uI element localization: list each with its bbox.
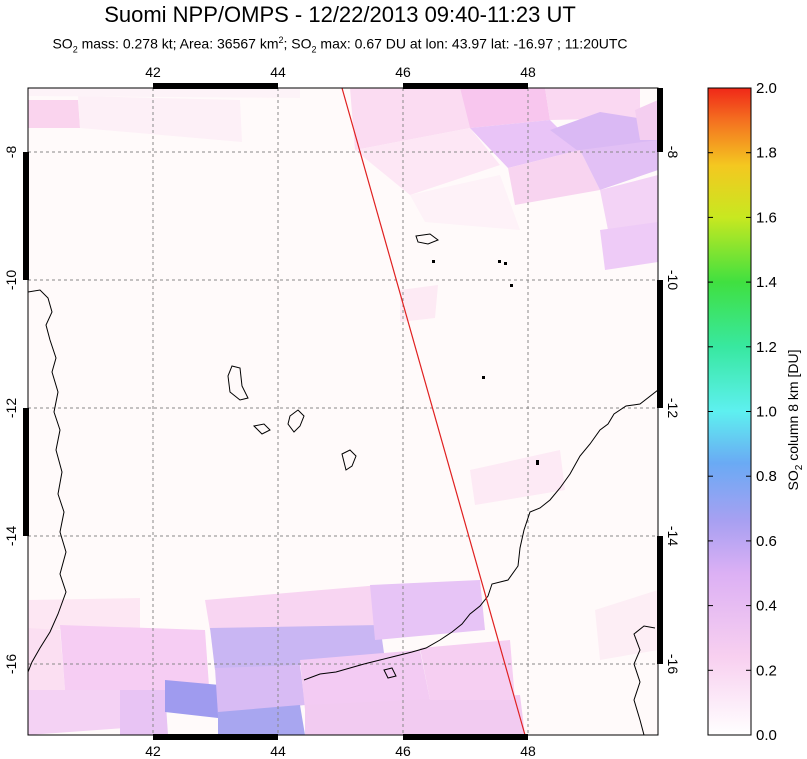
map-axis-labels: 42 44 46 48 42 44 46 48 -8 -10 -12 -14 -… bbox=[3, 64, 681, 759]
stats-subtitle: SO2 mass: 0.278 kt; Area: 36567 km2; SO2… bbox=[52, 35, 628, 55]
colorbar-ticks: 0.0 0.2 0.4 0.6 0.8 1.0 1.2 1.4 1.6 1.8 2.0 bbox=[708, 80, 777, 744]
map-border-ticks bbox=[23, 83, 663, 740]
colorbar-tick-label: 1.8 bbox=[756, 145, 777, 162]
orbit-swath-edge bbox=[341, 87, 526, 736]
lon-label-top: 48 bbox=[520, 64, 536, 80]
lat-label-left: -8 bbox=[3, 146, 19, 159]
colorbar-tick-label: 1.2 bbox=[756, 339, 777, 356]
colorbar-tick-label: 0.8 bbox=[756, 468, 777, 485]
colorbar-tick-label: 1.6 bbox=[756, 209, 777, 226]
page-title: Suomi NPP/OMPS - 12/22/2013 09:40-11:23 … bbox=[104, 2, 576, 27]
colorbar-tick-label: 0.2 bbox=[756, 662, 777, 679]
so2-swath-pixels bbox=[28, 88, 658, 735]
lat-label-right: -16 bbox=[665, 654, 681, 674]
lon-label-top: 44 bbox=[270, 64, 286, 80]
colorbar bbox=[707, 87, 752, 736]
colorbar-tick-label: 1.0 bbox=[756, 404, 777, 421]
colorbar-label: SO2 column 8 km [DU] bbox=[785, 350, 805, 491]
lat-label-left: -14 bbox=[3, 526, 19, 546]
colorbar-tick-label: 0.0 bbox=[756, 727, 777, 744]
lon-label-bottom: 46 bbox=[395, 743, 411, 759]
colorbar-tick-label: 1.4 bbox=[756, 274, 777, 291]
colorbar-tick-label: 0.6 bbox=[756, 533, 777, 550]
lat-label-right: -8 bbox=[665, 146, 681, 159]
coastlines bbox=[28, 233, 658, 735]
lat-label-left: -12 bbox=[3, 398, 19, 418]
colorbar-tick-label: 2.0 bbox=[756, 80, 777, 97]
lon-label-bottom: 42 bbox=[145, 743, 161, 759]
lat-label-right: -12 bbox=[665, 398, 681, 418]
lon-label-bottom: 48 bbox=[520, 743, 536, 759]
lat-label-right: -14 bbox=[665, 526, 681, 546]
map-gridlines bbox=[28, 88, 658, 735]
small-islands bbox=[432, 260, 539, 465]
colorbar-tick-label: 0.4 bbox=[756, 598, 777, 615]
lat-label-left: -16 bbox=[3, 654, 19, 674]
lon-label-top: 46 bbox=[395, 64, 411, 80]
lon-label-top: 42 bbox=[145, 64, 161, 80]
lat-label-left: -10 bbox=[3, 270, 19, 290]
lon-label-bottom: 44 bbox=[270, 743, 286, 759]
lat-label-right: -10 bbox=[665, 270, 681, 290]
